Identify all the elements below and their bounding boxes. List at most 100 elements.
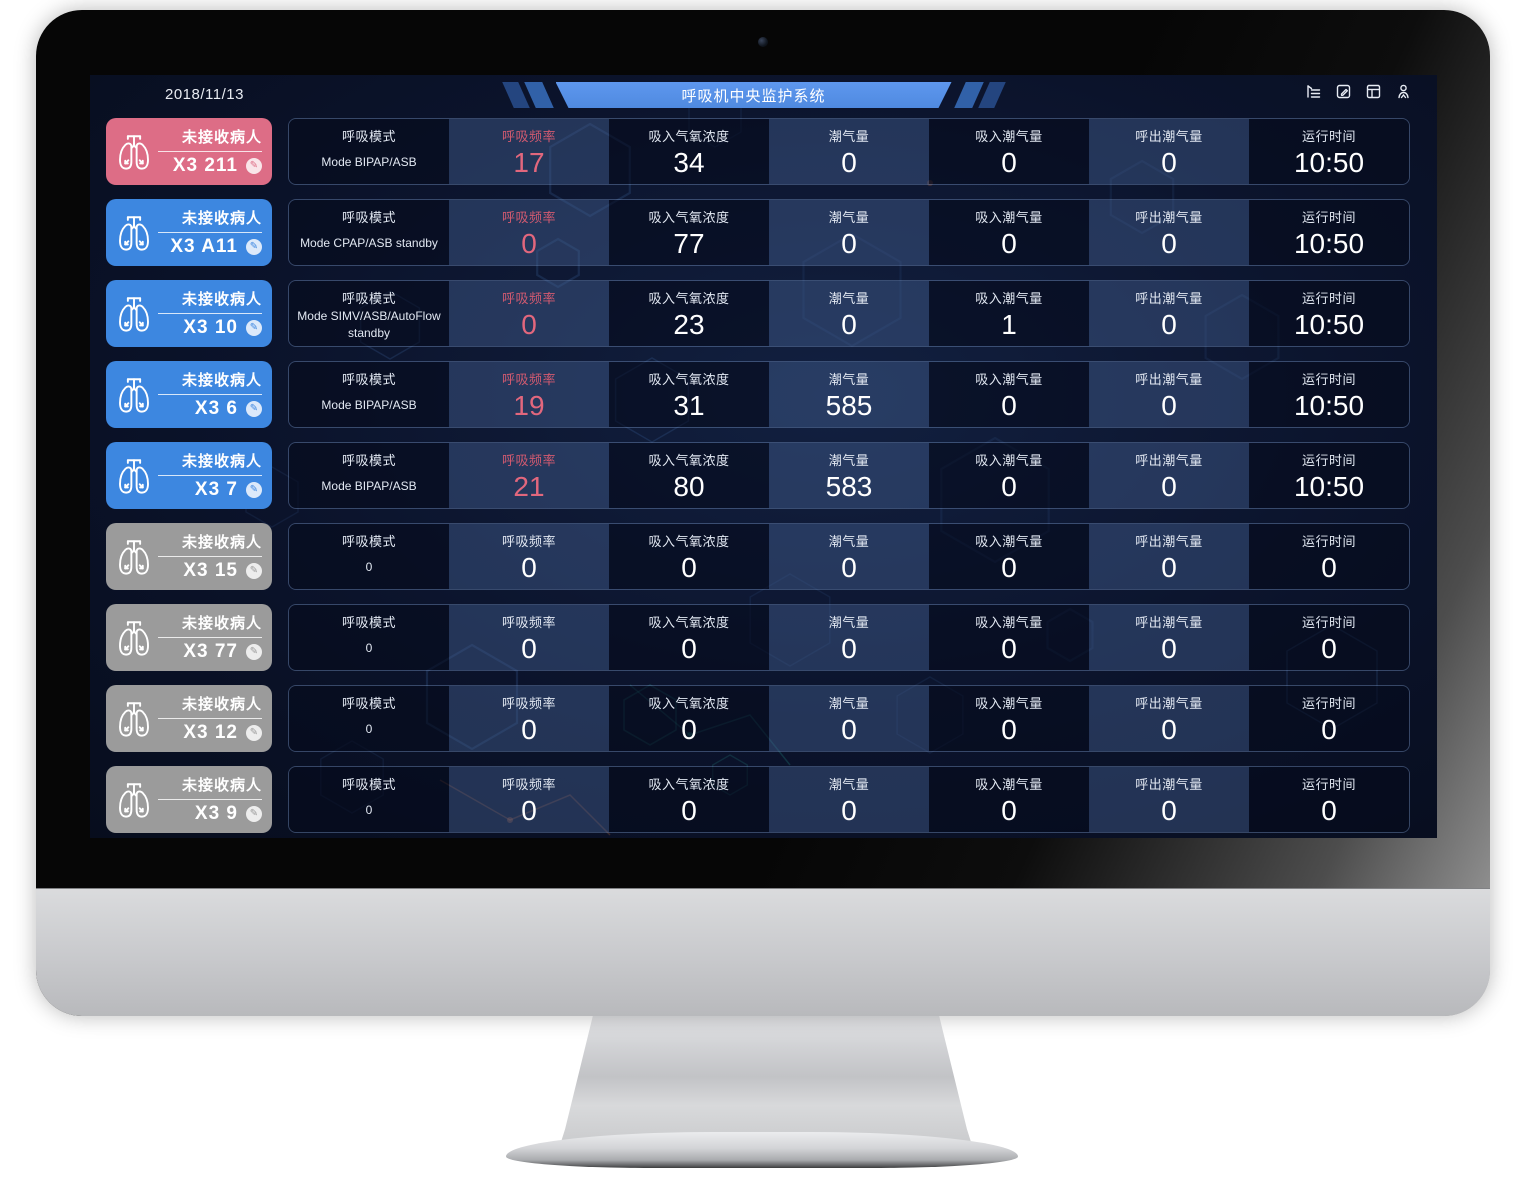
edit-icon[interactable]: ✎ <box>246 158 262 174</box>
lung-icon <box>112 693 156 745</box>
cell-tidal: 潮气量 0 <box>769 767 929 832</box>
cell-value: 0 <box>1001 146 1017 178</box>
edit-icon[interactable]: ✎ <box>246 563 262 579</box>
lung-icon <box>112 612 156 664</box>
patient-card[interactable]: 未接收病人 X3 77 ✎ <box>106 604 272 671</box>
patient-id-line: X3 A11 ✎ <box>158 236 262 258</box>
edit-note-icon[interactable] <box>1335 83 1352 100</box>
cell-label: 呼吸模式 <box>341 534 396 549</box>
patient-card[interactable]: 未接收病人 X3 6 ✎ <box>106 361 272 428</box>
patient-card-text: 未接收病人 X3 12 ✎ <box>156 693 262 744</box>
patient-status-label: 未接收病人 <box>181 453 262 470</box>
cell-value: 0 <box>841 146 857 178</box>
patient-row: 未接收病人 X3 6 ✎ 呼吸模式 Mode BIPAP/ASB 呼吸频率 19 吸入气… <box>106 361 1410 428</box>
cell-label: 吸入潮气量 <box>975 291 1043 306</box>
edit-icon[interactable]: ✎ <box>246 806 262 822</box>
cell-insp_tidal: 吸入潮气量 0 <box>929 119 1089 184</box>
layout-grid-icon[interactable] <box>1365 83 1382 100</box>
cell-label: 呼吸频率 <box>501 696 556 711</box>
patient-card[interactable]: 未接收病人 X3 9 ✎ <box>106 766 272 833</box>
card-divider <box>158 394 262 395</box>
patient-card[interactable]: 未接收病人 X3 A11 ✎ <box>106 199 272 266</box>
cell-tidal: 潮气量 583 <box>769 443 929 508</box>
card-divider <box>158 151 262 152</box>
patient-card[interactable]: 未接收病人 X3 7 ✎ <box>106 442 272 509</box>
cell-value: 0 <box>841 713 857 745</box>
cell-insp_tidal: 吸入潮气量 1 <box>929 281 1089 346</box>
patient-id: X3 12 <box>183 722 238 743</box>
tree-menu-icon[interactable] <box>1305 83 1322 100</box>
cell-label: 运行时间 <box>1301 210 1356 225</box>
patient-card[interactable]: 未接收病人 X3 211 ✎ <box>106 118 272 185</box>
patient-id-line: X3 9 ✎ <box>158 803 262 825</box>
patient-id-line: X3 211 ✎ <box>158 155 262 177</box>
cell-label: 吸入潮气量 <box>975 453 1043 468</box>
cell-exp_tidal: 呼出潮气量 0 <box>1089 200 1249 265</box>
cell-value: 10:50 <box>1293 389 1365 421</box>
patient-id: X3 9 <box>194 803 238 824</box>
cell-rate: 呼吸频率 0 <box>449 686 609 751</box>
card-divider <box>158 637 262 638</box>
edit-icon[interactable]: ✎ <box>246 644 262 660</box>
cell-value: 0 <box>1001 389 1017 421</box>
cell-exp_tidal: 呼出潮气量 0 <box>1089 281 1249 346</box>
cell-label: 呼吸频率 <box>501 291 556 306</box>
cell-fio2: 吸入气氧浓度 80 <box>609 443 769 508</box>
cell-tidal: 潮气量 0 <box>769 200 929 265</box>
edit-icon[interactable]: ✎ <box>246 320 262 336</box>
patient-status-label: 未接收病人 <box>181 534 262 551</box>
patient-status-label: 未接收病人 <box>181 372 262 389</box>
cell-exp_tidal: 呼出潮气量 0 <box>1089 605 1249 670</box>
cell-label: 运行时间 <box>1301 129 1356 144</box>
edit-icon[interactable]: ✎ <box>246 482 262 498</box>
edit-icon[interactable]: ✎ <box>246 725 262 741</box>
cell-mode: 呼吸模式 0 <box>289 524 449 589</box>
edit-icon[interactable]: ✎ <box>246 239 262 255</box>
row-data-panel: 呼吸模式 0 呼吸频率 0 吸入气氧浓度 0 潮气量 0 吸入潮气量 0 呼出潮气量 0 运行时间 0 <box>288 604 1410 671</box>
cell-fio2: 吸入气氧浓度 34 <box>609 119 769 184</box>
edit-icon[interactable]: ✎ <box>246 401 262 417</box>
cell-fio2: 吸入气氧浓度 0 <box>609 524 769 589</box>
cell-exp_tidal: 呼出潮气量 0 <box>1089 767 1249 832</box>
cell-fio2: 吸入气氧浓度 0 <box>609 686 769 751</box>
lung-icon <box>112 126 156 178</box>
cell-value: 0 <box>1001 713 1017 745</box>
cell-value: 0 <box>521 308 537 340</box>
cell-label: 潮气量 <box>828 615 870 630</box>
row-data-panel: 呼吸模式 Mode BIPAP/ASB 呼吸频率 19 吸入气氧浓度 31 潮气量 585 吸入… <box>288 361 1410 428</box>
cell-mode: 呼吸模式 Mode BIPAP/ASB <box>289 119 449 184</box>
cell-value: 0 <box>1321 713 1337 745</box>
lung-icon <box>112 288 156 340</box>
cell-value: 34 <box>673 146 705 178</box>
cell-tidal: 潮气量 0 <box>769 605 929 670</box>
cell-rate: 呼吸频率 0 <box>449 281 609 346</box>
card-divider <box>158 556 262 557</box>
patient-row: 未接收病人 X3 15 ✎ 呼吸模式 0 呼吸频率 0 吸入气氧浓度 0 潮气量 0 吸入潮气量… <box>106 523 1410 590</box>
cell-tidal: 潮气量 0 <box>769 686 929 751</box>
cell-value: Mode CPAP/ASB standby <box>300 236 438 251</box>
cell-exp_tidal: 呼出潮气量 0 <box>1089 362 1249 427</box>
cell-label: 呼出潮气量 <box>1135 210 1203 225</box>
patient-card[interactable]: 未接收病人 X3 10 ✎ <box>106 280 272 347</box>
patient-card[interactable]: 未接收病人 X3 12 ✎ <box>106 685 272 752</box>
cell-runtime: 运行时间 0 <box>1249 524 1409 589</box>
row-data-panel: 呼吸模式 Mode BIPAP/ASB 呼吸频率 21 吸入气氧浓度 80 潮气量 583 吸入… <box>288 442 1410 509</box>
patient-card[interactable]: 未接收病人 X3 15 ✎ <box>106 523 272 590</box>
app-screen: 2018/11/13 呼吸机中央监护系统 <box>90 75 1437 838</box>
cell-value: 0 <box>841 794 857 826</box>
cell-mode: 呼吸模式 Mode BIPAP/ASB <box>289 362 449 427</box>
cell-runtime: 运行时间 10:50 <box>1249 362 1409 427</box>
cell-label: 潮气量 <box>828 777 870 792</box>
user-icon[interactable] <box>1395 83 1412 100</box>
monitor-frame: 2018/11/13 呼吸机中央监护系统 <box>36 10 1490 1016</box>
cell-rate: 呼吸频率 17 <box>449 119 609 184</box>
cell-value: 80 <box>673 470 705 502</box>
cell-value: 10:50 <box>1293 146 1365 178</box>
cell-label: 呼出潮气量 <box>1135 777 1203 792</box>
cell-value: 0 <box>521 632 537 664</box>
cell-label: 运行时间 <box>1301 291 1356 306</box>
cell-value: 0 <box>365 803 373 818</box>
patient-id-line: X3 15 ✎ <box>158 560 262 582</box>
cell-label: 吸入潮气量 <box>975 372 1043 387</box>
